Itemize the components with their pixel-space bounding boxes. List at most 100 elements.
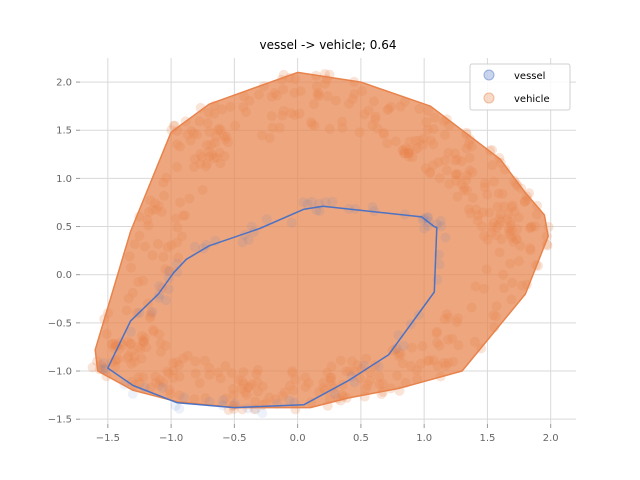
vehicle-point bbox=[160, 340, 171, 351]
vehicle-point bbox=[513, 256, 524, 267]
vehicle-point bbox=[365, 367, 376, 378]
vehicle-point bbox=[450, 170, 461, 180]
vehicle-point bbox=[155, 338, 166, 349]
vehicle-point bbox=[472, 215, 483, 226]
vehicle-point bbox=[166, 125, 177, 135]
vehicle-point bbox=[403, 151, 414, 162]
vehicle-point bbox=[168, 358, 179, 368]
vehicle-point bbox=[341, 366, 352, 377]
vehicle-point bbox=[465, 134, 476, 145]
vehicle-point bbox=[347, 94, 358, 104]
vehicle-point bbox=[410, 135, 421, 146]
vehicle-point bbox=[238, 379, 249, 390]
vehicle-point bbox=[491, 301, 502, 312]
x-tick-label: 2.0 bbox=[543, 433, 559, 444]
vehicle-point bbox=[422, 124, 433, 135]
vessel-point bbox=[320, 197, 331, 208]
vehicle-point bbox=[322, 91, 333, 102]
vehicle-point bbox=[464, 165, 475, 176]
vehicle-point bbox=[493, 188, 504, 199]
vehicle-point bbox=[403, 147, 414, 158]
vessel-point bbox=[179, 392, 189, 403]
vessel-point bbox=[163, 266, 174, 277]
vehicle-point bbox=[233, 374, 244, 385]
vehicle-point bbox=[218, 131, 229, 141]
vehicle-point bbox=[190, 356, 201, 367]
vehicle-point bbox=[101, 328, 112, 339]
vehicle-point bbox=[173, 252, 184, 263]
vehicle-point bbox=[428, 124, 439, 135]
vehicle-point bbox=[401, 143, 412, 153]
vehicle-point bbox=[473, 210, 484, 221]
vehicle-point bbox=[168, 365, 179, 376]
vehicle-point bbox=[158, 377, 169, 388]
vehicle-point bbox=[478, 283, 489, 294]
vehicle-point bbox=[134, 230, 145, 241]
vehicle-point bbox=[467, 167, 478, 178]
chart-title: vessel -> vehicle; 0.64 bbox=[259, 38, 396, 52]
vehicle-point bbox=[220, 393, 231, 404]
vehicle-point bbox=[389, 344, 400, 355]
vehicle-point bbox=[155, 374, 166, 385]
vehicle-point bbox=[228, 389, 239, 400]
vehicle-point bbox=[344, 98, 355, 109]
vehicle-point bbox=[151, 204, 162, 215]
vehicle-point bbox=[140, 241, 150, 252]
vehicle-point bbox=[172, 222, 183, 233]
vehicle-point bbox=[189, 128, 199, 139]
vehicle-point bbox=[431, 328, 442, 339]
vehicle-point bbox=[216, 125, 226, 136]
vehicle-point bbox=[325, 372, 336, 383]
vehicle-point bbox=[525, 245, 536, 256]
vehicle-point bbox=[204, 126, 215, 137]
vehicle-point bbox=[289, 110, 300, 120]
vehicle-point bbox=[461, 175, 472, 186]
vessel-point bbox=[373, 361, 384, 372]
vehicle-point bbox=[453, 313, 463, 324]
vehicle-point bbox=[459, 182, 470, 193]
vehicle-point bbox=[155, 346, 166, 357]
vehicle-point bbox=[199, 355, 210, 366]
vehicle-point bbox=[511, 234, 522, 245]
legend-label-vessel: vessel bbox=[514, 71, 545, 82]
vehicle-point-cloud bbox=[87, 69, 554, 419]
vehicle-point bbox=[434, 173, 445, 184]
vehicle-point bbox=[269, 88, 280, 98]
vehicle-point bbox=[204, 146, 215, 157]
vehicle-point bbox=[186, 126, 197, 136]
vessel-point bbox=[261, 214, 272, 225]
vehicle-point bbox=[192, 129, 203, 140]
vehicle-point bbox=[505, 220, 516, 231]
vehicle-point bbox=[209, 153, 219, 164]
vehicle-point bbox=[370, 111, 381, 122]
vessel-point bbox=[346, 371, 357, 382]
vehicle-point bbox=[284, 380, 295, 391]
vehicle-point bbox=[488, 176, 499, 187]
vehicle-point bbox=[243, 382, 254, 393]
vehicle-point bbox=[428, 139, 439, 150]
vehicle-point bbox=[349, 89, 360, 100]
vehicle-point bbox=[141, 342, 152, 353]
vehicle-point bbox=[200, 161, 211, 172]
vehicle-point bbox=[223, 137, 234, 148]
vehicle-point bbox=[432, 360, 443, 371]
vehicle-point bbox=[515, 240, 526, 251]
vehicle-point bbox=[414, 135, 425, 146]
vehicle-point bbox=[195, 149, 206, 160]
vehicle-point bbox=[148, 324, 159, 335]
vehicle-point bbox=[432, 326, 442, 337]
vehicle-point bbox=[479, 230, 489, 241]
vehicle-point bbox=[399, 96, 410, 107]
vehicle-point bbox=[504, 226, 515, 237]
vehicle-point bbox=[362, 379, 373, 390]
vehicle-point bbox=[496, 216, 507, 227]
vehicle-point bbox=[480, 182, 490, 193]
vehicle-point bbox=[126, 262, 137, 273]
vehicle-point bbox=[121, 305, 132, 316]
vessel-point bbox=[306, 196, 317, 207]
vehicle-point bbox=[197, 184, 208, 195]
vehicle-point bbox=[507, 277, 518, 288]
vehicle-point bbox=[418, 139, 428, 150]
vehicle-point bbox=[246, 379, 257, 390]
